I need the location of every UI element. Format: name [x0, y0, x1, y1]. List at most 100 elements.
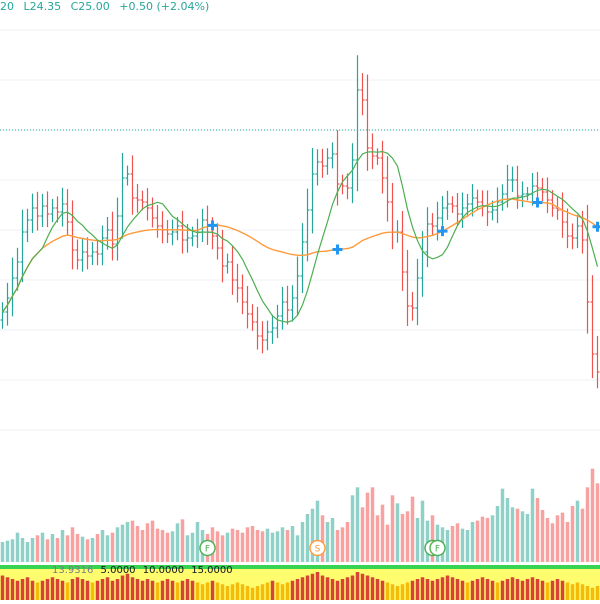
oscillator-bar — [176, 583, 180, 601]
volume-bar — [286, 530, 290, 562]
oscillator-bar — [261, 584, 265, 600]
volume-bar — [596, 483, 600, 562]
oscillator-bar — [471, 581, 475, 600]
oscillator-bar — [376, 579, 380, 600]
volume-bar — [276, 531, 280, 562]
oscillator-bar — [151, 581, 155, 600]
oscillator-bar — [291, 581, 295, 600]
ohlc-bar — [161, 211, 165, 243]
ohlc-bar — [36, 192, 40, 231]
volume-bar — [486, 518, 490, 562]
volume-bar — [231, 529, 235, 562]
oscillator-bar — [156, 583, 160, 601]
volume-bar — [236, 530, 240, 562]
volume-bar — [81, 537, 85, 562]
legend-open-fragment: 20 — [0, 0, 14, 13]
ohlc-bar — [71, 200, 75, 269]
oscillator-bar — [301, 577, 305, 600]
volume-bar — [346, 522, 350, 562]
volume-bar — [146, 523, 150, 562]
ohlc-bar — [156, 205, 160, 238]
volume-bar — [191, 533, 195, 562]
ohlc-bar — [576, 215, 580, 248]
ohlc-bar — [266, 321, 270, 351]
ma-cross-marker — [333, 245, 343, 255]
volume-bar — [511, 507, 515, 562]
oscillator-bar — [111, 581, 115, 600]
oscillator-bar — [41, 581, 45, 600]
oscillator-bar — [311, 574, 315, 600]
volume-bar — [11, 539, 15, 562]
ohlc-bar — [226, 254, 230, 274]
oscillator-bar — [91, 583, 95, 601]
volume-bar — [281, 527, 285, 562]
ohlc-bar — [516, 166, 520, 209]
ohlc-bar — [411, 292, 415, 321]
volume-bar — [106, 535, 110, 562]
ohlc-bar — [291, 285, 295, 321]
ohlc-bar — [386, 156, 390, 221]
volume-bar — [251, 526, 255, 562]
oscillator-bar — [561, 581, 565, 600]
oscillator-bar — [221, 584, 225, 600]
ohlc-bar — [481, 190, 485, 216]
volume-bar — [6, 541, 10, 562]
oscillator-bar — [136, 579, 140, 600]
oscillator-bar — [496, 583, 500, 601]
ohlc-bar — [181, 211, 185, 254]
volume-bar — [461, 529, 465, 562]
ohlc-bar — [546, 177, 550, 213]
volume-bar — [166, 533, 170, 562]
ohlc-bar — [396, 220, 400, 242]
volume-bar — [266, 529, 270, 562]
oscillator-bar — [31, 581, 35, 600]
oscillator-bar — [406, 583, 410, 601]
indicator-level-1: 5.0000 — [101, 565, 136, 576]
ohlc-bar — [356, 55, 360, 191]
oscillator-bar — [501, 581, 505, 600]
volume-bar — [116, 527, 120, 562]
volume-bar — [371, 487, 375, 562]
oscillator-bar — [521, 581, 525, 600]
ohlc-bar — [116, 198, 120, 261]
volume-bar — [401, 514, 405, 562]
oscillator-bar — [216, 583, 220, 601]
oscillator-bar — [466, 583, 470, 601]
oscillator-bar — [271, 581, 275, 600]
volume-bar — [141, 530, 145, 562]
volume-bar — [326, 522, 330, 562]
oscillator-bar — [281, 584, 285, 600]
oscillator-bar — [306, 576, 310, 601]
ohlc-bar — [416, 259, 420, 325]
oscillator-bar — [436, 579, 440, 600]
ohlc-bar — [306, 189, 310, 262]
ohlc-bar — [96, 240, 100, 266]
ohlc-bar — [281, 287, 285, 330]
ohlc-bar — [301, 223, 305, 293]
oscillator-bar — [571, 584, 575, 600]
oscillator-bar — [366, 576, 370, 601]
ohlc-bar — [446, 191, 450, 220]
volume-bar — [476, 521, 480, 562]
volume-bar — [126, 522, 130, 562]
volume-bar — [151, 521, 155, 562]
volume-bar — [196, 522, 200, 562]
ohlc-bar — [361, 73, 365, 115]
oscillator-bar — [186, 579, 190, 600]
ohlc-bar — [366, 75, 370, 171]
oscillator-bar — [381, 581, 385, 600]
oscillator-bar — [321, 576, 325, 601]
oscillator-bar — [21, 579, 25, 600]
ohlc-bar — [81, 239, 85, 272]
oscillator-bar — [591, 588, 595, 600]
ohlc-bar — [526, 187, 530, 200]
oscillator-bar — [86, 581, 90, 600]
oscillator-bar — [586, 586, 590, 600]
oscillator-bar — [236, 583, 240, 601]
ohlc-bar — [331, 142, 335, 168]
oscillator-bar — [231, 584, 235, 600]
volume-bar — [336, 530, 340, 562]
volume-bar — [341, 527, 345, 562]
oscillator-bar — [446, 576, 450, 601]
